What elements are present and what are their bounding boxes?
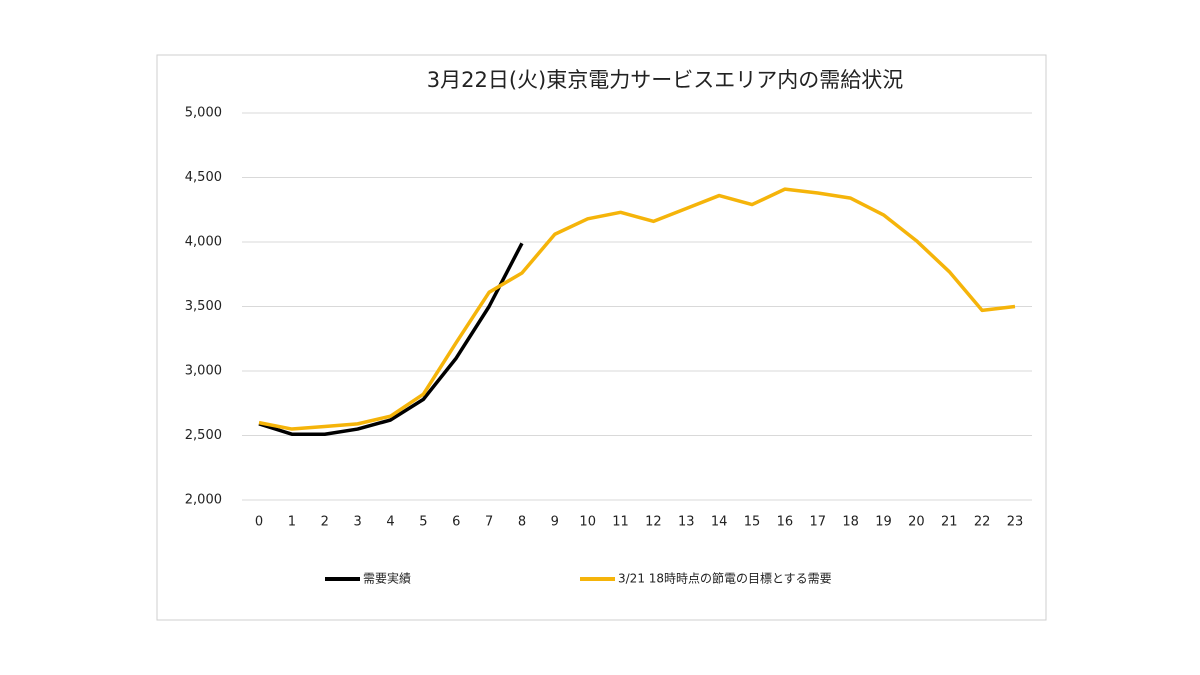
x-tick-label: 5	[419, 515, 427, 530]
y-tick-label: 3,500	[185, 299, 222, 314]
x-tick-label: 4	[386, 515, 394, 530]
series-line	[258, 187, 1016, 431]
x-tick-label: 9	[551, 515, 559, 530]
chart-title: 3月22日(火)東京電力サービスエリア内の需給状況	[427, 68, 903, 92]
x-tick-label: 11	[612, 515, 629, 530]
x-tick-label: 20	[908, 515, 925, 530]
x-tick-label: 12	[645, 515, 662, 530]
x-tick-label: 18	[842, 515, 859, 530]
x-tick-label: 21	[941, 515, 958, 530]
x-tick-label: 19	[875, 515, 892, 530]
x-tick-label: 16	[777, 515, 794, 530]
x-tick-label: 22	[974, 515, 991, 530]
chart-frame	[156, 54, 1047, 621]
x-tick-label: 3	[353, 515, 361, 530]
series-line	[258, 242, 524, 436]
x-tick-label: 14	[711, 515, 728, 530]
x-tick-label: 10	[579, 515, 596, 530]
x-tick-label: 17	[810, 515, 827, 530]
legend-label: 3/21 18時時点の節電の目標とする需要	[618, 571, 832, 586]
x-tick-label: 6	[452, 515, 460, 530]
x-tick-label: 2	[321, 515, 329, 530]
y-tick-label: 2,000	[185, 493, 222, 508]
y-tick-label: 4,000	[185, 235, 222, 250]
y-tick-label: 2,500	[185, 428, 222, 443]
y-tick-label: 3,000	[185, 364, 222, 379]
y-tick-label: 5,000	[185, 106, 222, 121]
x-tick-label: 8	[518, 515, 526, 530]
x-tick-label: 15	[744, 515, 761, 530]
x-tick-label: 7	[485, 515, 493, 530]
x-tick-label: 1	[288, 515, 296, 530]
y-tick-label: 4,500	[185, 170, 222, 185]
legend-label: 需要実績	[363, 571, 411, 586]
x-tick-label: 13	[678, 515, 695, 530]
x-tick-label: 23	[1007, 515, 1024, 530]
x-tick-label: 0	[255, 515, 263, 530]
